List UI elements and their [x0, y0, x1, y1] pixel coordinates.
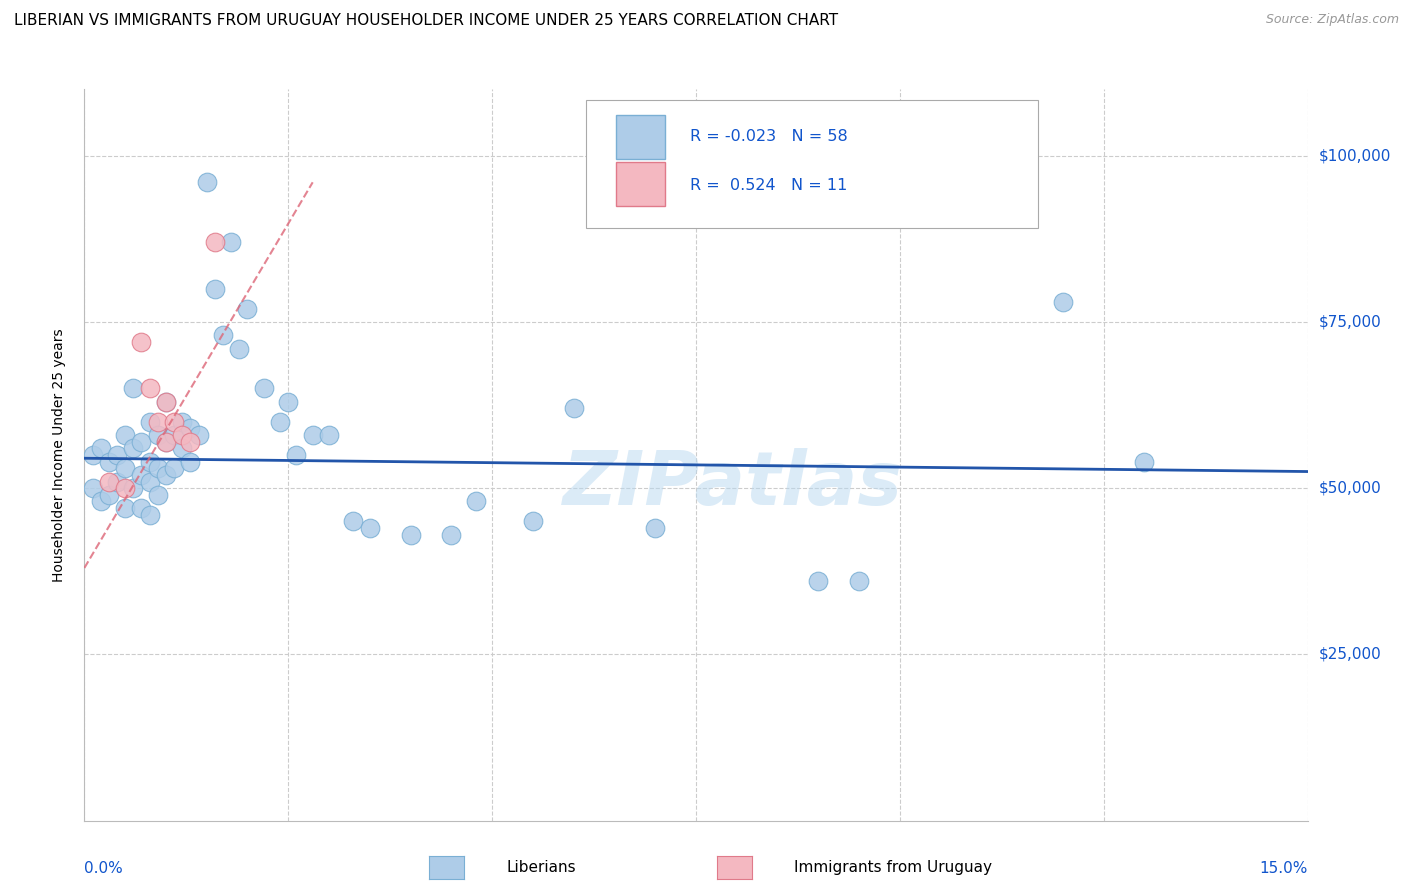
Point — [195, 175, 218, 189]
Point — [114, 461, 136, 475]
Point — [105, 448, 128, 462]
Point — [97, 475, 120, 489]
Text: Liberians: Liberians — [506, 860, 576, 874]
Point — [204, 235, 226, 249]
Text: $75,000: $75,000 — [1319, 315, 1382, 329]
Point — [359, 521, 381, 535]
Point — [131, 334, 153, 349]
Y-axis label: Householder Income Under 25 years: Householder Income Under 25 years — [52, 328, 66, 582]
Point — [97, 488, 120, 502]
Point — [179, 454, 201, 468]
Point — [644, 521, 666, 535]
Text: LIBERIAN VS IMMIGRANTS FROM URUGUAY HOUSEHOLDER INCOME UNDER 25 YEARS CORRELATIO: LIBERIAN VS IMMIGRANTS FROM URUGUAY HOUS… — [14, 13, 838, 29]
Point — [277, 394, 299, 409]
Point — [138, 415, 160, 429]
Point — [301, 428, 323, 442]
Text: $50,000: $50,000 — [1319, 481, 1382, 496]
Point — [146, 461, 169, 475]
Text: $100,000: $100,000 — [1319, 148, 1391, 163]
FancyBboxPatch shape — [616, 162, 665, 206]
Point — [163, 415, 186, 429]
Point — [82, 448, 104, 462]
Point — [138, 454, 160, 468]
Point — [440, 527, 463, 541]
Point — [155, 434, 177, 449]
Point — [90, 494, 112, 508]
Point — [163, 428, 186, 442]
Point — [562, 401, 585, 416]
Point — [318, 428, 340, 442]
Point — [179, 434, 201, 449]
Point — [122, 381, 145, 395]
Point — [522, 515, 544, 529]
Point — [807, 574, 830, 589]
Point — [114, 481, 136, 495]
Point — [146, 415, 169, 429]
Point — [155, 434, 177, 449]
Point — [219, 235, 242, 249]
Text: 0.0%: 0.0% — [84, 861, 124, 876]
Point — [1052, 295, 1074, 310]
Point — [212, 328, 235, 343]
Point — [848, 574, 870, 589]
Point — [131, 501, 153, 516]
Point — [269, 415, 291, 429]
Point — [163, 461, 186, 475]
Point — [97, 454, 120, 468]
Point — [82, 481, 104, 495]
Point — [138, 381, 160, 395]
Text: R = -0.023   N = 58: R = -0.023 N = 58 — [690, 129, 848, 145]
Point — [131, 467, 153, 482]
Point — [155, 467, 177, 482]
Point — [155, 394, 177, 409]
Text: 15.0%: 15.0% — [1260, 861, 1308, 876]
FancyBboxPatch shape — [616, 115, 665, 159]
Point — [228, 342, 250, 356]
Point — [155, 394, 177, 409]
Point — [236, 301, 259, 316]
Point — [114, 501, 136, 516]
Point — [399, 527, 422, 541]
Text: Source: ZipAtlas.com: Source: ZipAtlas.com — [1265, 13, 1399, 27]
Point — [172, 442, 194, 456]
Point — [179, 421, 201, 435]
Point — [285, 448, 308, 462]
Point — [131, 434, 153, 449]
Point — [105, 475, 128, 489]
Point — [146, 428, 169, 442]
Point — [122, 481, 145, 495]
Point — [342, 515, 364, 529]
Point — [464, 494, 486, 508]
Text: $25,000: $25,000 — [1319, 647, 1382, 662]
Text: Immigrants from Uruguay: Immigrants from Uruguay — [794, 860, 993, 874]
Point — [172, 428, 194, 442]
Point — [253, 381, 276, 395]
Point — [146, 488, 169, 502]
FancyBboxPatch shape — [586, 100, 1039, 228]
Point — [1133, 454, 1156, 468]
Point — [122, 442, 145, 456]
Point — [114, 428, 136, 442]
Point — [204, 282, 226, 296]
Point — [138, 508, 160, 522]
Point — [138, 475, 160, 489]
Point — [187, 428, 209, 442]
Point — [90, 442, 112, 456]
Text: ZIPatlas: ZIPatlas — [562, 448, 903, 521]
Text: R =  0.524   N = 11: R = 0.524 N = 11 — [690, 178, 848, 194]
Point — [172, 415, 194, 429]
